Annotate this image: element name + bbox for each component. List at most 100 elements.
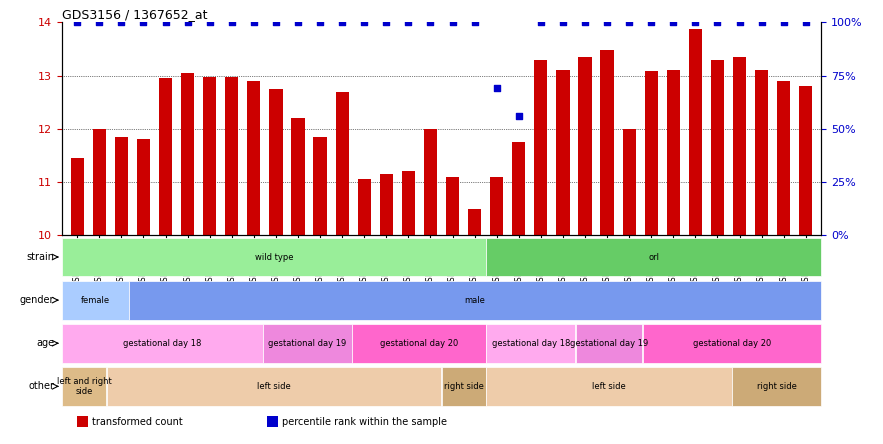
Text: female: female bbox=[80, 296, 109, 305]
Text: wild type: wild type bbox=[254, 253, 293, 262]
Text: left side: left side bbox=[257, 382, 291, 391]
Bar bbox=[93, 129, 106, 235]
Point bbox=[401, 19, 416, 26]
Bar bbox=[402, 171, 415, 235]
Bar bbox=[600, 50, 614, 235]
Bar bbox=[689, 29, 702, 235]
Point bbox=[577, 19, 592, 26]
Bar bbox=[352, 324, 486, 363]
Bar bbox=[267, 416, 278, 427]
Point bbox=[115, 19, 129, 26]
Point bbox=[357, 19, 371, 26]
Text: right side: right side bbox=[757, 382, 796, 391]
Bar bbox=[313, 137, 327, 235]
Text: gestational day 19: gestational day 19 bbox=[268, 339, 347, 348]
Bar bbox=[62, 367, 106, 406]
Point bbox=[754, 19, 768, 26]
Point bbox=[468, 19, 482, 26]
Point bbox=[202, 19, 217, 26]
Bar bbox=[107, 367, 442, 406]
Point bbox=[71, 19, 85, 26]
Text: left and right
side: left and right side bbox=[57, 377, 111, 396]
Bar bbox=[336, 91, 349, 235]
Point bbox=[313, 19, 327, 26]
Point bbox=[645, 19, 659, 26]
Bar bbox=[576, 324, 642, 363]
Text: male: male bbox=[464, 296, 486, 305]
Point bbox=[799, 19, 813, 26]
Bar bbox=[247, 81, 260, 235]
Point bbox=[336, 19, 350, 26]
Point bbox=[600, 19, 615, 26]
Bar bbox=[62, 238, 486, 277]
Text: other: other bbox=[28, 381, 54, 391]
Text: transformed count: transformed count bbox=[92, 416, 183, 427]
Bar bbox=[137, 139, 150, 235]
Bar bbox=[512, 142, 525, 235]
Bar bbox=[755, 70, 768, 235]
Bar bbox=[181, 73, 194, 235]
Bar bbox=[645, 71, 658, 235]
Text: age: age bbox=[36, 338, 54, 348]
Text: gestational day 19: gestational day 19 bbox=[570, 339, 648, 348]
Point bbox=[93, 19, 107, 26]
Text: GDS3156 / 1367652_at: GDS3156 / 1367652_at bbox=[62, 8, 208, 21]
Point bbox=[291, 19, 306, 26]
Point bbox=[733, 19, 747, 26]
Point bbox=[137, 19, 151, 26]
Point bbox=[380, 19, 394, 26]
Bar bbox=[71, 158, 84, 235]
Bar bbox=[380, 174, 393, 235]
Bar bbox=[733, 57, 746, 235]
Bar bbox=[643, 324, 821, 363]
Bar bbox=[578, 57, 592, 235]
Point bbox=[777, 19, 791, 26]
Point bbox=[159, 19, 173, 26]
Point bbox=[689, 19, 703, 26]
Bar bbox=[442, 367, 486, 406]
Text: gestational day 20: gestational day 20 bbox=[693, 339, 771, 348]
Bar bbox=[358, 179, 371, 235]
Text: gestational day 18: gestational day 18 bbox=[492, 339, 570, 348]
Point bbox=[556, 19, 570, 26]
Bar bbox=[799, 86, 812, 235]
Text: orl: orl bbox=[648, 253, 660, 262]
Point bbox=[424, 19, 438, 26]
Text: left side: left side bbox=[592, 382, 626, 391]
Bar bbox=[487, 367, 732, 406]
Bar bbox=[487, 324, 576, 363]
Text: right side: right side bbox=[444, 382, 484, 391]
Bar bbox=[62, 324, 262, 363]
Bar bbox=[667, 70, 680, 235]
Bar bbox=[556, 70, 570, 235]
Bar bbox=[263, 324, 352, 363]
Bar bbox=[77, 416, 88, 427]
Bar bbox=[623, 129, 636, 235]
Point bbox=[180, 19, 194, 26]
Bar bbox=[291, 118, 305, 235]
Bar bbox=[269, 89, 283, 235]
Text: gestational day 18: gestational day 18 bbox=[123, 339, 201, 348]
Bar bbox=[225, 77, 238, 235]
Bar bbox=[424, 129, 437, 235]
Point bbox=[445, 19, 459, 26]
Text: percentile rank within the sample: percentile rank within the sample bbox=[282, 416, 447, 427]
Bar bbox=[711, 59, 724, 235]
Bar bbox=[446, 177, 459, 235]
Bar bbox=[468, 209, 481, 235]
Bar bbox=[159, 78, 172, 235]
Text: strain: strain bbox=[26, 252, 54, 262]
Bar bbox=[115, 137, 128, 235]
Text: gestational day 20: gestational day 20 bbox=[380, 339, 458, 348]
Point bbox=[710, 19, 724, 26]
Bar bbox=[777, 81, 790, 235]
Point bbox=[268, 19, 283, 26]
Bar bbox=[62, 281, 129, 320]
Bar bbox=[487, 238, 821, 277]
Bar bbox=[534, 59, 547, 235]
Bar bbox=[203, 77, 216, 235]
Point bbox=[247, 19, 261, 26]
Point bbox=[623, 19, 637, 26]
Text: gender: gender bbox=[19, 295, 54, 305]
Point bbox=[667, 19, 681, 26]
